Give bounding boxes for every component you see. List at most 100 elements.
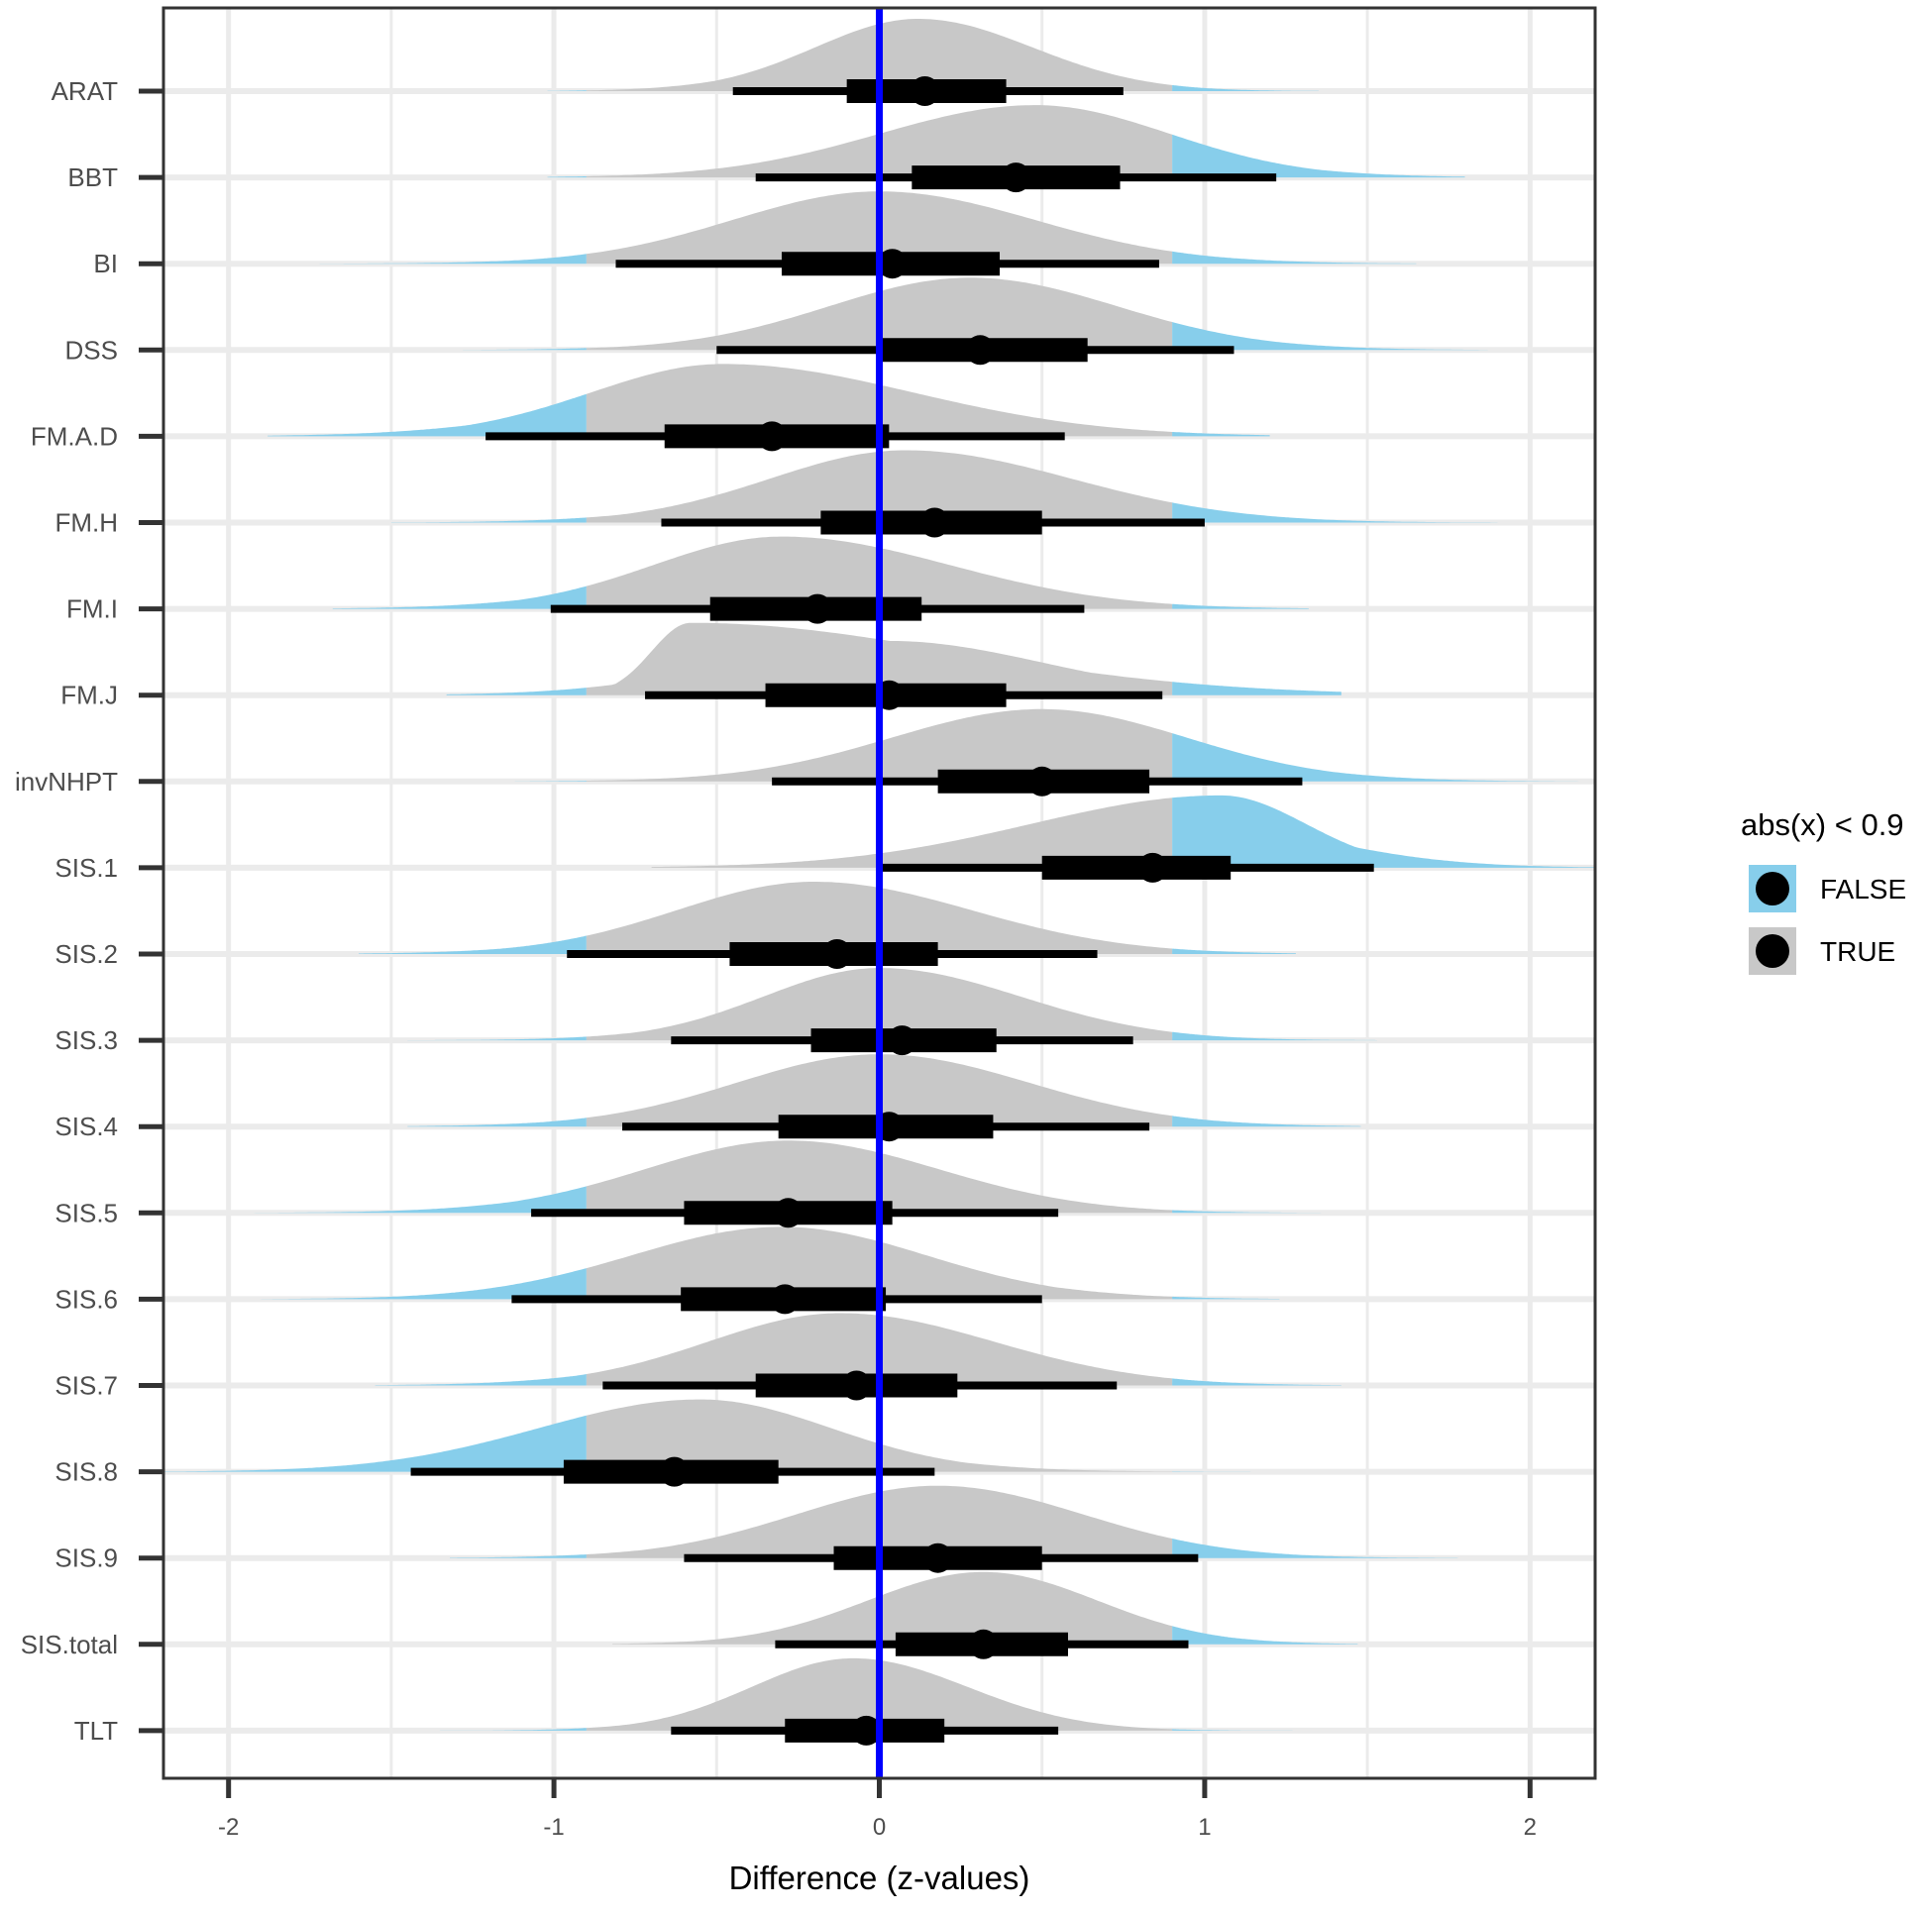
y-tick-label: ARAT (52, 76, 119, 106)
y-tick-label: TLT (74, 1716, 118, 1746)
density-tail-left (375, 1374, 587, 1386)
y-axis: ARAT BBT BI DSS FM.A.D FM.H FM.I FM.J invNHPT SIS… (15, 76, 163, 1746)
interval-tlt (671, 1715, 1059, 1746)
density-tail-left (319, 254, 587, 265)
density-tail-left (407, 1117, 587, 1127)
density-tail-left (417, 1728, 587, 1731)
median-point (910, 76, 940, 106)
median-point (922, 1543, 953, 1573)
density-tail-right (1172, 1031, 1377, 1041)
density-tail-right (1172, 251, 1417, 265)
x-tick-label: 2 (1524, 1814, 1537, 1841)
y-tick-label: SIS.5 (54, 1198, 118, 1227)
interval-fm-i (550, 593, 1085, 624)
y-tick-label: invNHPT (15, 767, 118, 797)
interval-bbt (755, 162, 1277, 193)
median-point (757, 421, 788, 452)
interval-sis-2 (567, 939, 1098, 969)
density-tail-left (268, 393, 587, 437)
density-tail-right (1172, 1539, 1459, 1558)
median-point (877, 249, 908, 279)
density-tail-left (261, 1268, 587, 1300)
interval-sis-7 (602, 1370, 1118, 1401)
density-tail-right (1172, 1296, 1280, 1300)
intervals (410, 76, 1374, 1746)
y-tick-label: BI (93, 249, 118, 278)
density-tail-left (463, 348, 587, 351)
interval-sis-6 (511, 1284, 1042, 1315)
density-tail-left (390, 517, 587, 523)
y-tick-label: FM.I (66, 594, 118, 624)
interval-fm-a-d (485, 421, 1065, 452)
y-tick-label: BBT (67, 162, 118, 192)
density-tail-left (332, 585, 587, 609)
median-point (919, 507, 950, 538)
y-tick-label: FM.J (60, 681, 118, 710)
legend-title: abs(x) < 0.9 (1741, 807, 1904, 842)
median-point (821, 939, 852, 969)
density-tail-left (446, 688, 587, 695)
x-axis-title: Difference (z-values) (729, 1860, 1030, 1896)
median-point (841, 1370, 872, 1401)
median-point (1001, 162, 1031, 193)
interval-sis-total (775, 1629, 1189, 1659)
y-tick-label: DSS (65, 335, 118, 365)
density-tail-left (450, 1554, 587, 1558)
density-tail-right (1172, 502, 1498, 523)
density-center (651, 798, 1173, 868)
median-point (659, 1456, 690, 1487)
x-axis: -2 -1 0 1 2 (218, 1778, 1537, 1841)
density-tail-right (1172, 948, 1296, 954)
density-tail-right (1172, 432, 1270, 437)
density-tail-left (514, 781, 587, 782)
legend: abs(x) < 0.9 FALSE TRUE (1741, 807, 1906, 975)
median-point (1137, 852, 1168, 883)
x-tick-label: -2 (218, 1814, 239, 1841)
legend-label: TRUE (1820, 936, 1895, 967)
y-tick-label: SIS.2 (54, 939, 118, 969)
density-tail-left (163, 1415, 587, 1472)
density-tail-left (547, 90, 587, 91)
distribution-sis-total (612, 1571, 1358, 1645)
median-point (887, 1025, 917, 1056)
density-tail-left (163, 1186, 587, 1214)
density-tail-right (1172, 1626, 1358, 1645)
y-tick-label: FM.A.D (31, 421, 118, 451)
legend-item-false: FALSE (1749, 865, 1906, 912)
interval-dss (716, 335, 1234, 366)
density-tail-right (1172, 603, 1309, 609)
density-tail-right (1172, 1378, 1342, 1386)
density-tail-left (407, 1036, 587, 1041)
median-point (1026, 766, 1057, 797)
interval-sis-9 (684, 1543, 1199, 1573)
interval-invnhpt (772, 766, 1303, 797)
distribution-sis-8 (163, 1399, 1296, 1472)
interval-bi (615, 249, 1159, 279)
y-tick-label: FM.H (54, 508, 118, 538)
legend-item-true: TRUE (1749, 927, 1895, 975)
legend-point (1756, 872, 1789, 905)
density-tail-right (1172, 795, 1595, 868)
density-tail-right (1172, 682, 1342, 695)
y-tick-label: SIS.7 (54, 1371, 118, 1401)
y-tick-label: SIS.total (21, 1630, 118, 1659)
density-tail-right (1172, 322, 1488, 351)
y-tick-label: SIS.9 (54, 1543, 118, 1573)
density-tail-right (1172, 1210, 1417, 1214)
distribution-sis-1 (651, 795, 1595, 868)
interval-sis-1 (879, 852, 1374, 883)
interval-sis-8 (410, 1456, 935, 1487)
y-tick-label: SIS.3 (54, 1025, 118, 1055)
density-center (612, 1571, 1173, 1645)
interval-sis-5 (531, 1198, 1059, 1228)
density-tail-right (1172, 134, 1465, 178)
median-point (965, 335, 996, 366)
density-tail-left (359, 935, 587, 954)
y-tick-label: SIS.6 (54, 1284, 118, 1314)
interval-arat (732, 76, 1124, 106)
median-point (803, 593, 833, 624)
density-tail-right (1172, 1116, 1361, 1127)
y-tick-label: SIS.4 (54, 1112, 118, 1141)
x-tick-label: 1 (1198, 1814, 1211, 1841)
